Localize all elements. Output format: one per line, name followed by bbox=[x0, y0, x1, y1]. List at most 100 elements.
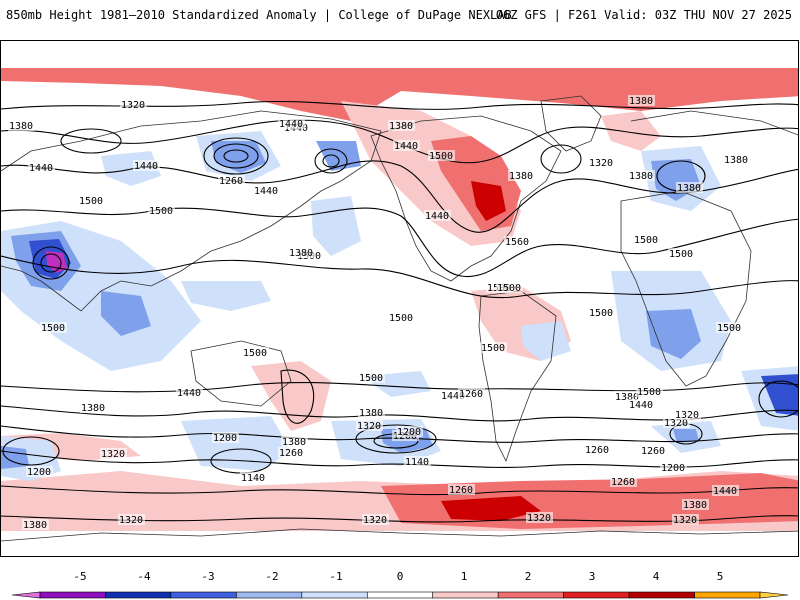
contour-label: 1320 bbox=[527, 513, 551, 524]
contour-low bbox=[213, 143, 259, 169]
contour-label-bg bbox=[584, 444, 611, 455]
colorbar-scale bbox=[11, 591, 789, 599]
contour-label: 1380 bbox=[9, 121, 33, 132]
contour-label: 1200 bbox=[213, 433, 237, 444]
contour-label-bg bbox=[358, 407, 385, 418]
contour-line bbox=[1, 255, 798, 299]
contour-low bbox=[203, 137, 269, 175]
contour-label-bg bbox=[682, 499, 709, 510]
contour-label-bg bbox=[281, 436, 308, 447]
contour-label-bg bbox=[676, 182, 703, 193]
contour-label-bg bbox=[80, 402, 107, 413]
contour-line bbox=[1, 381, 798, 393]
contour-label: 1380 bbox=[282, 437, 306, 448]
contour-label-bg bbox=[588, 157, 615, 168]
contour-label: 1380 bbox=[23, 520, 47, 531]
contour-label-bg bbox=[358, 372, 385, 383]
contour-label: 1320 bbox=[119, 515, 143, 526]
anomaly-area bbox=[521, 321, 571, 361]
contour-low bbox=[355, 424, 437, 454]
contour-label-bg bbox=[240, 472, 267, 483]
colorbar-tick-label: -2 bbox=[265, 570, 279, 583]
anomaly-shading bbox=[1, 68, 798, 531]
anomaly-area bbox=[673, 429, 699, 443]
colorbar-tick-label: 2 bbox=[524, 570, 532, 583]
contour-label: 1260 bbox=[219, 176, 243, 187]
coastline bbox=[1, 110, 382, 312]
contour-low bbox=[314, 148, 348, 174]
contour-label-bg bbox=[22, 519, 49, 530]
contour-label: 1500 bbox=[79, 196, 103, 207]
anomaly-area bbox=[1, 68, 798, 121]
map-canvas: 1500150013801320138014401380144014401380… bbox=[1, 41, 798, 542]
anomaly-area bbox=[471, 181, 506, 221]
contour-label-bg bbox=[480, 342, 507, 353]
contour-label: 1500 bbox=[243, 348, 267, 359]
colorbar-swatch bbox=[301, 591, 368, 599]
contour-label: 1380 bbox=[629, 171, 653, 182]
contour-label-bg bbox=[242, 347, 269, 358]
contour-label-bg bbox=[393, 140, 420, 151]
contour-label: 1440 bbox=[441, 391, 465, 402]
contour-label-bg bbox=[448, 484, 475, 495]
contour-label-bg bbox=[148, 205, 175, 216]
coastline bbox=[1, 528, 798, 542]
colorbar-tick-label: -3 bbox=[201, 570, 215, 583]
contour-line bbox=[1, 100, 798, 110]
contour-label-bg bbox=[100, 448, 127, 459]
contour-label: 1260 bbox=[641, 446, 665, 457]
contour-label-bg bbox=[78, 195, 105, 206]
contour-label: 1500 bbox=[41, 323, 65, 334]
colorbar-tick-label: 1 bbox=[460, 570, 468, 583]
contour-label-bg bbox=[628, 399, 655, 410]
coastlines bbox=[1, 95, 798, 542]
contour-label-bg bbox=[120, 99, 147, 110]
contour-label-bg bbox=[440, 390, 467, 401]
contour-label: 1380 bbox=[615, 392, 639, 403]
contour-label-bg bbox=[396, 426, 423, 437]
colorbar-swatch bbox=[432, 591, 499, 599]
colorbar-extend-high bbox=[759, 591, 789, 599]
contour-label-bg bbox=[672, 514, 699, 525]
colorbar-tick-label: -5 bbox=[73, 570, 87, 583]
map-header: 850mb Height 1981–2010 Standardized Anom… bbox=[0, 0, 800, 40]
colorbar-swatch bbox=[628, 591, 695, 599]
colorbar-tick-label: 5 bbox=[716, 570, 724, 583]
contour-label: 1320 bbox=[101, 449, 125, 460]
colorbar-swatch bbox=[170, 591, 237, 599]
contour-label: 1320 bbox=[675, 410, 699, 421]
contour-label-bg bbox=[588, 307, 615, 318]
contour-label-bg bbox=[278, 447, 305, 458]
contour-label: 1260 bbox=[611, 477, 635, 488]
contour-label: 1440 bbox=[425, 211, 449, 222]
contour-label: 1260 bbox=[459, 389, 483, 400]
contour-label: 1440 bbox=[177, 388, 201, 399]
contour-label-bg bbox=[288, 247, 315, 258]
contour-label: 1500 bbox=[501, 41, 525, 42]
contour-label: 1380 bbox=[389, 121, 413, 132]
coastline bbox=[540, 95, 602, 152]
contour-label-bg bbox=[253, 185, 280, 196]
colorbar-swatch bbox=[236, 591, 303, 599]
contour-label: 1500 bbox=[149, 206, 173, 217]
contour-label: 1320 bbox=[589, 158, 613, 169]
anomaly-area bbox=[761, 374, 798, 416]
colorbar-tick-label: 4 bbox=[652, 570, 660, 583]
contour-label: 1200 bbox=[27, 467, 51, 478]
contour-label: 1500 bbox=[634, 235, 658, 246]
anomaly-area bbox=[46, 251, 67, 273]
anomaly-area bbox=[181, 281, 271, 311]
contour-label: 1500 bbox=[589, 308, 613, 319]
contour-label: 1440 bbox=[629, 400, 653, 411]
contour-label-bg bbox=[633, 234, 660, 245]
contour-label-bg bbox=[458, 388, 485, 399]
contour-label: 1320 bbox=[673, 515, 697, 526]
contour-low bbox=[758, 380, 798, 418]
colorbar-tick-label: 0 bbox=[396, 570, 404, 583]
contour-label-bg bbox=[176, 387, 203, 398]
contour-label-bg bbox=[674, 409, 701, 420]
contour-label: 1380 bbox=[509, 171, 533, 182]
contour-label: 1260 bbox=[449, 485, 473, 496]
contour-label: 1380 bbox=[629, 96, 653, 107]
contour-label: 1440 bbox=[279, 119, 303, 130]
